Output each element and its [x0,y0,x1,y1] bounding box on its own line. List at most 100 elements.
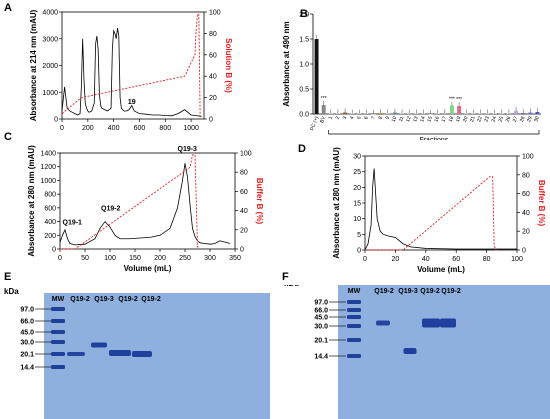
chart-b-category-label: 5 [356,115,363,120]
chart-d-y2tick-label: 60 [522,191,530,198]
chart-b-significance: *** [321,96,327,102]
chart-c-xtick-label: 200 [154,255,166,262]
chart-b-ytick-label: 0.0 [299,112,309,119]
gel-f-ladder-band [347,324,361,328]
chart-b-category-label: 30 [533,115,541,122]
chart-b-category-label: 24 [491,115,499,122]
gel-f-marker-label: 30.0 [314,324,328,331]
chart-b-category-label: 6 [363,115,370,120]
chart-b-bar [499,113,504,114]
gel-f-marker-label: 20.1 [314,338,328,345]
chart-c-gradient-line [60,154,200,250]
chart-b-bar [435,113,440,114]
chart-b-bracket [328,130,540,135]
chart-d-xtick-label: 40 [422,256,430,263]
chart-b-category-label: 1 [328,115,335,120]
chart-d-ylabel: Absorbance at 280 nm (mAU) [332,147,341,259]
chart-b-category-label: 17 [441,115,449,122]
chart-b-category-label: 27 [512,115,520,122]
chart-c-ytick-label: 0 [52,247,56,254]
chart-d-absorbance-line [364,168,517,251]
chart-b-category-label: 8 [377,115,384,120]
chart-a-xtick-label: 800 [159,125,171,132]
chart-d-xtick-label: 0 [363,256,367,263]
chart-b-bar [471,113,476,114]
gel-e-marker-label: 66.0 [20,319,34,326]
chart-b-ytick-label: 2.0 [299,12,309,19]
gel-f-protein-band [440,318,456,328]
chart-d-ytick-label: 5 [357,232,361,239]
chart-b: 0.0 0.5 1.0 1.5 2.0 Absorbance at 490 nm PC (+… [282,12,541,140]
gel-e-protein-band [91,342,107,348]
chart-c-y2tick-label: 40 [240,208,248,215]
chart-d-xtick-label: 100 [511,256,523,263]
chart-d-xtick-label: 80 [483,256,491,263]
chart-d-xtick-label: 60 [452,256,460,263]
gel-e-ladder-band [51,319,65,323]
gel-e-kda-label: kDa [4,287,19,296]
chart-b-bar [414,113,419,114]
chart-c-xtick-label: 0 [58,255,62,262]
chart-c-ytick-label: 1000 [40,178,56,185]
gel-e-ladder-band [51,340,65,344]
gel-e-lane-label: Q19-2 [141,296,161,303]
chart-b-category-label: 12 [405,115,413,122]
chart-b-category-label: 22 [476,115,484,122]
chart-b-category-label: 28 [519,115,527,122]
chart-b-category-label: 26 [505,115,513,122]
chart-d-ytick-label: 15 [353,201,361,208]
gel-f-lane-label: Q19-2 [420,288,440,295]
gel-f-lane-label: Q19-2 [441,288,461,295]
chart-b-bar [321,105,326,114]
chart-b-category-label: 14 [419,115,427,122]
chart-a-xtick-label: 600 [134,125,146,132]
chart-a-absorbance-line [61,27,202,117]
chart-a-annotation: 19 [128,99,136,106]
chart-d-ytick-label: 20 [353,185,361,192]
chart-b-ytick-label: 1.0 [299,62,309,69]
chart-b-bar [449,105,454,114]
gel-f-ladder-band [347,308,361,312]
chart-b-bar [535,112,540,114]
chart-b-bar [428,114,433,115]
gel-f-ladder-band [347,315,361,319]
chart-d-xlabel: Volume (mL) [417,265,465,274]
panel-label-f: F [282,271,289,283]
chart-c: 0 50 100 150 200 250 300 3500200400600800100012… [27,145,264,273]
chart-b-bar [528,112,533,114]
gel-e-ladder-band [51,307,65,311]
chart-c-y2tick-label: 0 [240,247,244,254]
chart-d-y2tick-label: 0 [522,248,526,255]
chart-b-category-label: 10 [391,115,399,122]
chart-a-ytick-label: 3000 [42,36,58,43]
chart-a-y2tick-label: 20 [209,95,217,102]
chart-d: 0 20 40 60 80 100051015202530020406080100Volu… [332,147,546,274]
gel-f-kda-label: kDa [284,285,299,288]
chart-c-y2tick-label: 20 [240,227,248,234]
chart-b-bar [371,114,376,115]
panel-label-b: B [300,8,308,20]
chart-c-xtick-label: 300 [204,255,216,262]
chart-b-category-label: PC (+) [309,115,320,131]
chart-c-annotation: Q19-2 [101,206,121,213]
gel-e-lane-label: MW [52,296,65,303]
chart-b-xlabel: Fractions [419,137,448,140]
chart-b-bar [385,113,390,114]
chart-b-category-label: 18 [448,115,456,122]
chart-b-plot: 0.0 0.5 1.0 1.5 2.0 Absorbance at 490 nm PC (+… [282,12,541,140]
gel-f-protein-band [422,318,440,328]
chart-b-category-label: 19 [455,115,463,122]
chart-b-category-label: 13 [412,115,420,122]
chart-a-y2tick-label: 100 [209,10,221,17]
chart-b-category-label: 3 [342,115,349,120]
chart-b-bar [314,39,319,114]
chart-b-bar [478,113,483,114]
gel-e-marker-label: 97.0 [20,307,34,314]
gel-f-ladder-band [347,300,361,304]
gel-f-ladder-band [347,354,361,358]
gel-e-lane-label: Q19-3 [94,296,114,303]
chart-b-category-label: 21 [469,115,477,122]
chart-c-xtick-label: 50 [81,255,89,262]
chart-c-xtick-label: 350 [229,255,241,262]
chart-a-xtick-label: 400 [108,125,120,132]
